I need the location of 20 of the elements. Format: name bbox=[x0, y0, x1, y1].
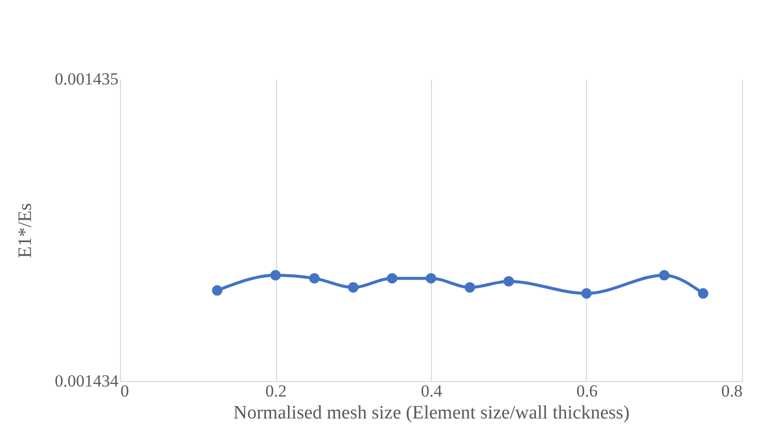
y-tick-label: 0.001435 bbox=[54, 70, 118, 88]
point bbox=[386, 273, 398, 284]
point bbox=[426, 273, 436, 284]
point bbox=[309, 273, 320, 284]
point bbox=[270, 270, 281, 281]
point bbox=[212, 285, 222, 296]
point bbox=[348, 282, 358, 293]
x-tick-label: 0.2 bbox=[265, 382, 287, 400]
x-tick-label: 0.8 bbox=[721, 382, 742, 400]
point bbox=[504, 276, 514, 287]
x-tick-label: 0 bbox=[120, 382, 129, 400]
x-axis-title: Normalised mesh size (Element size/wall thickness) bbox=[233, 402, 630, 424]
point bbox=[581, 288, 592, 299]
point bbox=[659, 270, 670, 281]
y-axis-title: E1*/Es bbox=[14, 203, 36, 258]
x-tick-label: 0.4 bbox=[420, 382, 443, 400]
point bbox=[464, 282, 476, 293]
y-tick-label: 0.001434 bbox=[54, 372, 119, 390]
x-tick-label: 0.6 bbox=[576, 382, 598, 400]
point bbox=[698, 288, 708, 299]
